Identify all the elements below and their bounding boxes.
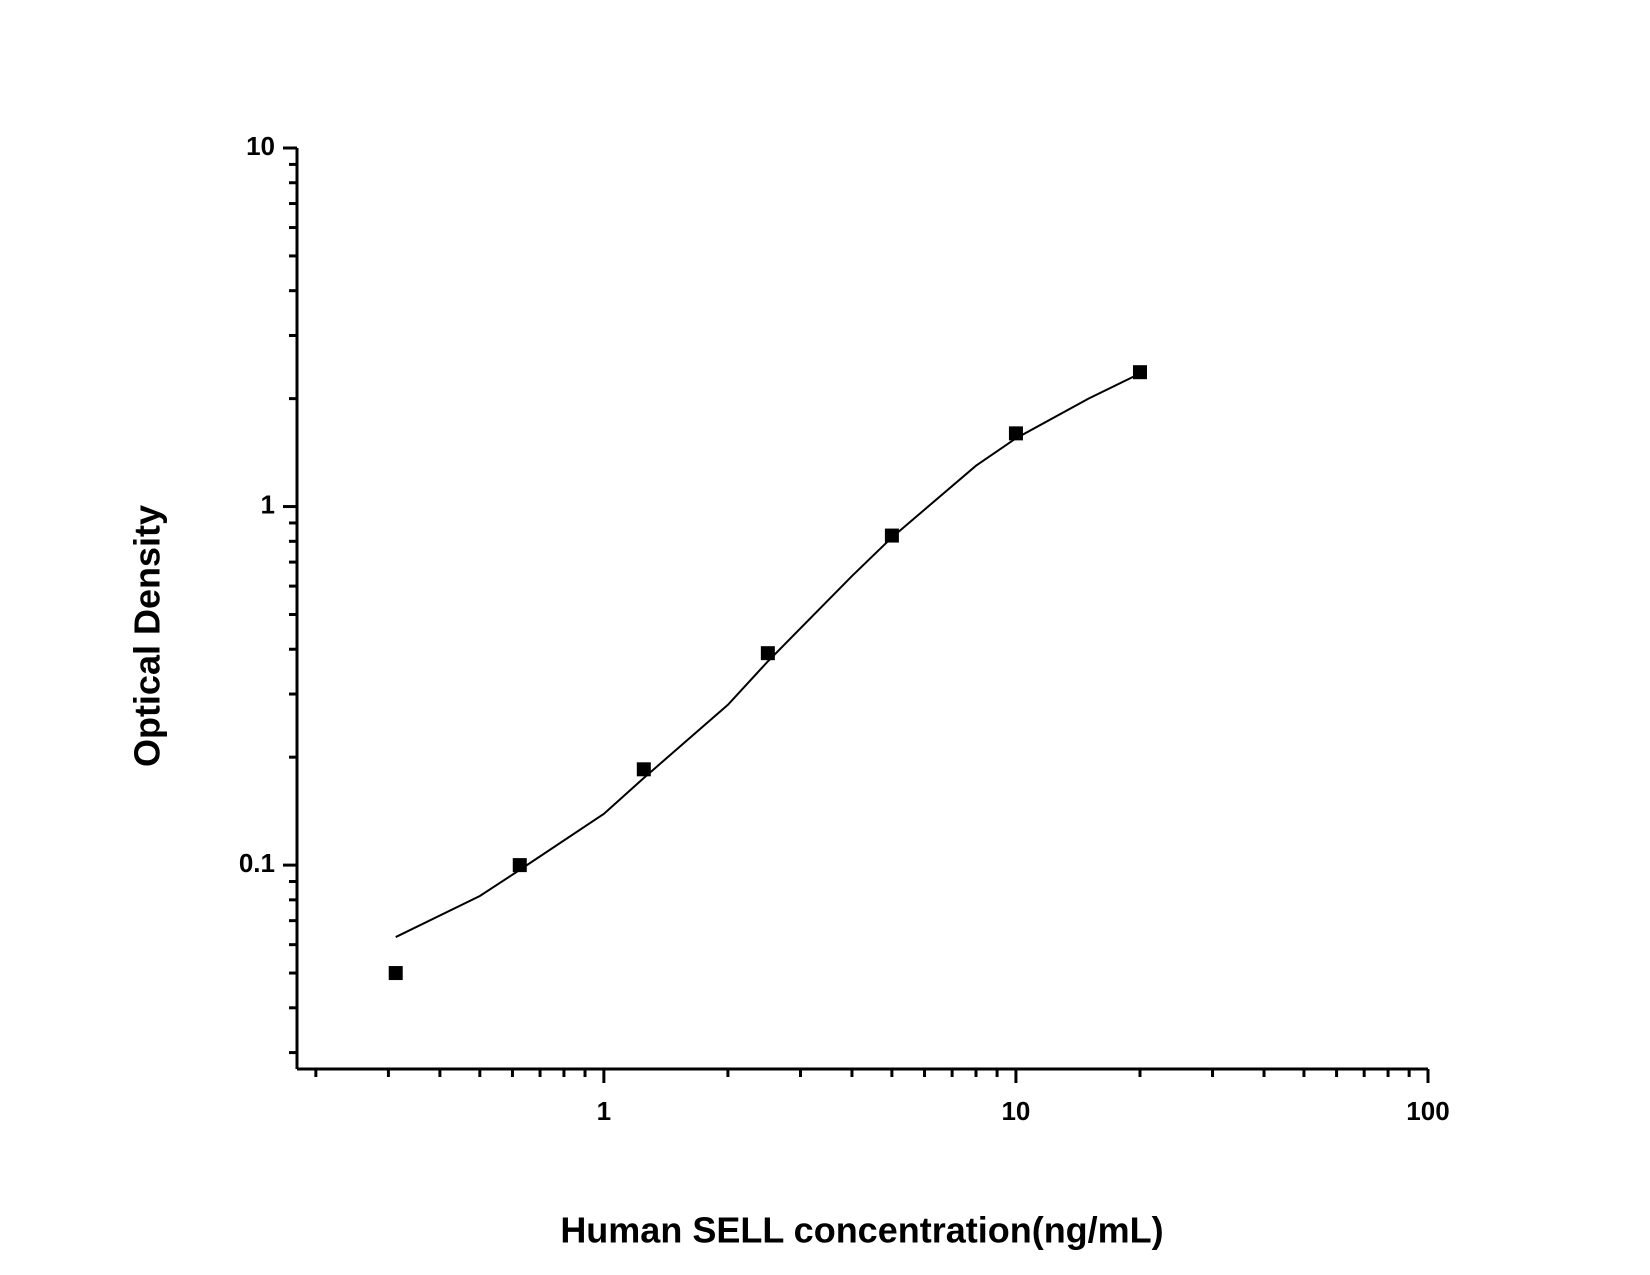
x-tick-label: 10 bbox=[1001, 1096, 1030, 1126]
x-axis-title: Human SELL concentration(ng/mL) bbox=[560, 1210, 1163, 1251]
data-point bbox=[512, 858, 527, 873]
data-point bbox=[1132, 365, 1147, 380]
x-tick-label: 1 bbox=[597, 1096, 611, 1126]
y-tick-label: 10 bbox=[246, 131, 275, 161]
data-point bbox=[884, 528, 899, 543]
y-tick-label: 0.1 bbox=[239, 848, 275, 878]
data-point bbox=[388, 966, 403, 981]
data-point bbox=[636, 762, 651, 777]
data-point bbox=[1008, 426, 1023, 441]
y-axis-title: Optical Density bbox=[127, 505, 168, 767]
data-point bbox=[760, 646, 775, 661]
y-tick-label: 1 bbox=[261, 489, 275, 519]
x-tick-label: 100 bbox=[1406, 1096, 1449, 1126]
